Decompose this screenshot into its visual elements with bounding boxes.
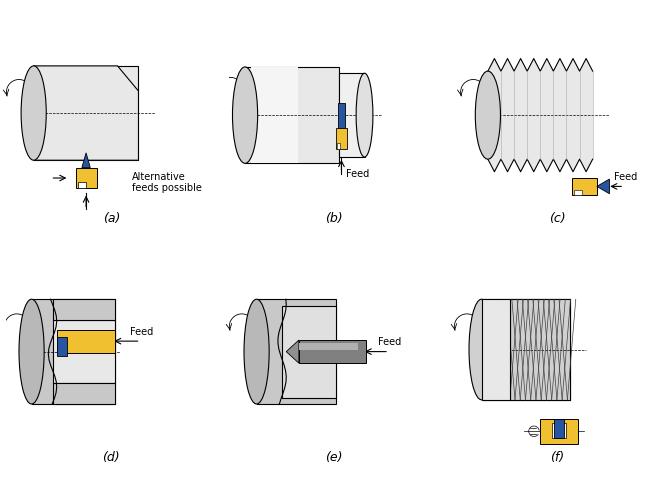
Bar xyxy=(76,167,97,189)
Bar xyxy=(336,128,347,149)
Bar xyxy=(552,423,567,438)
Ellipse shape xyxy=(232,67,258,164)
Bar xyxy=(53,383,115,404)
Bar xyxy=(53,320,115,383)
Polygon shape xyxy=(488,59,593,172)
Bar xyxy=(509,299,569,400)
Bar xyxy=(53,299,115,320)
Bar xyxy=(40,66,93,160)
Text: (d): (d) xyxy=(103,451,120,463)
Text: (e): (e) xyxy=(326,451,343,463)
Bar xyxy=(299,340,366,363)
Bar xyxy=(482,299,509,400)
Bar xyxy=(282,305,336,398)
Bar xyxy=(299,343,358,350)
Bar xyxy=(554,419,564,438)
Text: (b): (b) xyxy=(325,212,343,225)
Text: (f): (f) xyxy=(550,451,564,463)
Bar xyxy=(57,329,115,353)
Ellipse shape xyxy=(244,299,269,404)
Ellipse shape xyxy=(21,66,46,160)
Ellipse shape xyxy=(356,73,373,157)
Bar xyxy=(571,178,597,195)
Ellipse shape xyxy=(19,299,44,404)
Bar xyxy=(251,67,298,164)
Ellipse shape xyxy=(476,71,500,159)
Bar xyxy=(488,71,593,159)
Bar xyxy=(245,67,340,164)
Polygon shape xyxy=(597,179,609,194)
Bar xyxy=(540,419,578,444)
Bar xyxy=(574,190,582,195)
Bar xyxy=(482,299,569,400)
Polygon shape xyxy=(34,66,139,160)
Ellipse shape xyxy=(469,299,494,400)
Text: Feed: Feed xyxy=(130,327,153,337)
Text: Feed: Feed xyxy=(346,169,369,179)
Polygon shape xyxy=(82,153,91,167)
Polygon shape xyxy=(286,340,299,363)
Text: (a): (a) xyxy=(103,212,120,225)
Bar xyxy=(31,299,115,404)
Bar xyxy=(57,337,67,356)
Bar xyxy=(256,299,336,404)
Bar xyxy=(78,182,86,189)
Bar xyxy=(494,71,541,159)
Bar xyxy=(337,143,340,149)
Text: Alternative
feeds possible: Alternative feeds possible xyxy=(132,172,202,193)
Text: Feed: Feed xyxy=(613,172,637,182)
Text: Feed: Feed xyxy=(378,337,402,347)
Bar xyxy=(34,66,139,160)
Bar xyxy=(340,73,364,157)
Text: (c): (c) xyxy=(549,212,565,225)
Bar xyxy=(338,103,344,128)
